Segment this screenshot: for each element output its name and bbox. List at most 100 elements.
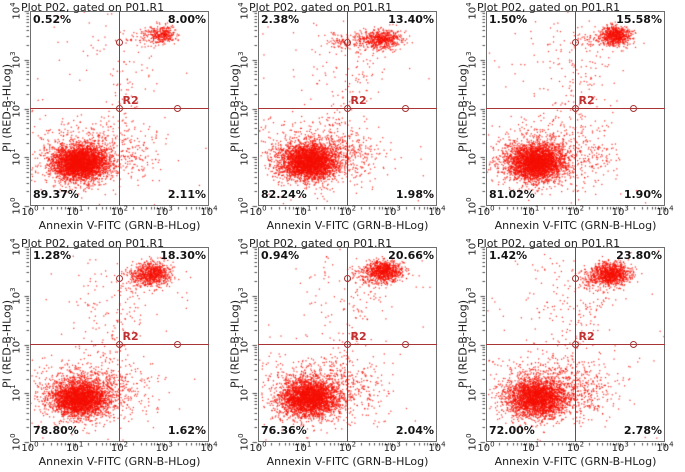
y-tick-label: 100 — [9, 433, 23, 451]
gate-handle-top[interactable] — [116, 275, 123, 283]
quadrant-lower-right-pct: 2.11% — [167, 188, 206, 201]
x-tick-label: 104 — [200, 204, 218, 218]
y-tick-label: 104 — [465, 238, 479, 256]
quadrant-lower-left-pct: 76.36% — [261, 424, 307, 437]
quadrant-lower-left-pct: 81.02% — [489, 188, 535, 201]
x-tick-label: 101 — [66, 440, 84, 454]
gate-handle-center[interactable] — [344, 105, 351, 112]
x-tick-label: 102 — [338, 204, 357, 218]
x-tick-label: 103 — [155, 440, 173, 454]
y-tick-label: 103 — [465, 287, 479, 305]
x-axis-title: Annexin V-FITC (GRN-B-HLog) — [494, 219, 657, 232]
plot-title: Plot P02, gated on P01.R1 — [477, 1, 621, 14]
quadrant-lower-right-pct: 2.04% — [395, 424, 434, 437]
y-tick-label: 102 — [9, 99, 23, 118]
x-tick-label: 103 — [383, 440, 401, 454]
scatter-canvas[interactable] — [456, 236, 684, 472]
y-tick-label: 100 — [237, 197, 251, 215]
gate-handle-top[interactable] — [344, 275, 351, 283]
x-tick-label: 100 — [249, 204, 267, 218]
quadrant-lower-left-pct: 89.37% — [33, 188, 79, 201]
x-tick-label: 104 — [428, 440, 446, 454]
y-tick-label: 102 — [9, 335, 23, 354]
scatter-canvas[interactable] — [0, 0, 228, 236]
y-tick-label: 103 — [237, 51, 251, 69]
quadrant-upper-right-pct: 15.58% — [616, 13, 662, 26]
gate-handle-center[interactable] — [116, 105, 123, 112]
gate-handle-top[interactable] — [572, 275, 579, 283]
y-tick-label: 100 — [9, 197, 23, 215]
x-tick-label: 104 — [656, 204, 674, 218]
plot-title: Plot P02, gated on P01.R1 — [21, 237, 165, 250]
gate-handle-right[interactable] — [174, 341, 182, 348]
quadrant-upper-left-pct: 1.28% — [33, 249, 72, 262]
gate-handle-top[interactable] — [572, 39, 579, 47]
x-tick-label: 100 — [249, 440, 267, 454]
scatter-canvas[interactable] — [456, 0, 684, 236]
plot-title: Plot P02, gated on P01.R1 — [21, 1, 165, 14]
plot-title: Plot P02, gated on P01.R1 — [249, 1, 393, 14]
y-tick-label: 104 — [237, 2, 251, 20]
quadrant-upper-left-pct: 0.94% — [261, 249, 300, 262]
gate-label: R2 — [578, 93, 595, 107]
y-tick-label: 100 — [465, 433, 479, 451]
x-tick-label: 102 — [110, 440, 129, 454]
cytometry-panel: Plot P02, gated on P01.R1 R2 0.94% 20.66… — [228, 236, 456, 472]
x-tick-label: 102 — [566, 204, 585, 218]
cytometry-panel: Plot P02, gated on P01.R1 R2 2.38% 13.40… — [228, 0, 456, 236]
quadrant-lower-right-pct: 2.78% — [623, 424, 662, 437]
x-tick-label: 100 — [21, 440, 39, 454]
gate-handle-top[interactable] — [344, 39, 351, 47]
gate-handle-center[interactable] — [344, 341, 351, 348]
gate-handle-center[interactable] — [572, 341, 579, 348]
quadrant-upper-left-pct: 0.52% — [33, 13, 72, 26]
x-tick-label: 100 — [21, 204, 39, 218]
gate-label: R2 — [350, 93, 367, 107]
y-tick-label: 101 — [465, 384, 479, 402]
y-tick-label: 101 — [237, 384, 251, 402]
y-tick-label: 102 — [465, 335, 479, 354]
y-tick-label: 101 — [9, 384, 23, 402]
scatter-canvas[interactable] — [228, 0, 456, 236]
gate-handle-right[interactable] — [402, 105, 410, 112]
x-axis-title: Annexin V-FITC (GRN-B-HLog) — [38, 455, 201, 468]
gate-handle-right[interactable] — [402, 341, 410, 348]
plot-title: Plot P02, gated on P01.R1 — [249, 237, 393, 250]
x-axis-title: Annexin V-FITC (GRN-B-HLog) — [38, 219, 201, 232]
quadrant-upper-right-pct: 8.00% — [167, 13, 206, 26]
x-tick-label: 100 — [477, 440, 495, 454]
x-tick-label: 101 — [66, 204, 84, 218]
y-tick-label: 104 — [237, 238, 251, 256]
gate-handle-right[interactable] — [174, 105, 182, 112]
x-tick-label: 101 — [294, 440, 312, 454]
quadrant-upper-right-pct: 18.30% — [160, 249, 206, 262]
gate-label: R2 — [122, 329, 139, 343]
y-tick-label: 102 — [465, 99, 479, 118]
x-tick-label: 104 — [428, 204, 446, 218]
gate-handle-right[interactable] — [630, 341, 638, 348]
scatter-canvas[interactable] — [0, 236, 228, 472]
x-tick-label: 102 — [338, 440, 357, 454]
scatter-canvas[interactable] — [228, 236, 456, 472]
y-tick-label: 103 — [9, 51, 23, 69]
gate-label: R2 — [578, 329, 595, 343]
cytometry-panel: Plot P02, gated on P01.R1 R2 1.50% 15.58… — [456, 0, 684, 236]
quadrant-lower-left-pct: 78.80% — [33, 424, 79, 437]
x-axis-title: Annexin V-FITC (GRN-B-HLog) — [266, 219, 429, 232]
plot-title: Plot P02, gated on P01.R1 — [477, 237, 621, 250]
gate-handle-center[interactable] — [116, 341, 123, 348]
x-tick-label: 103 — [383, 204, 401, 218]
gate-handle-top[interactable] — [116, 39, 123, 47]
cytometry-panel: Plot P02, gated on P01.R1 R2 1.42% 23.80… — [456, 236, 684, 472]
y-tick-label: 100 — [237, 433, 251, 451]
x-tick-label: 103 — [611, 440, 629, 454]
x-tick-label: 102 — [110, 204, 129, 218]
gate-handle-right[interactable] — [630, 105, 638, 112]
quadrant-upper-right-pct: 20.66% — [388, 249, 434, 262]
quadrant-upper-left-pct: 2.38% — [261, 13, 300, 26]
y-tick-label: 102 — [237, 335, 251, 354]
gate-handle-center[interactable] — [572, 105, 579, 112]
cytometry-panel: Plot P02, gated on P01.R1 R2 1.28% 18.30… — [0, 236, 228, 472]
quadrant-upper-left-pct: 1.50% — [489, 13, 528, 26]
